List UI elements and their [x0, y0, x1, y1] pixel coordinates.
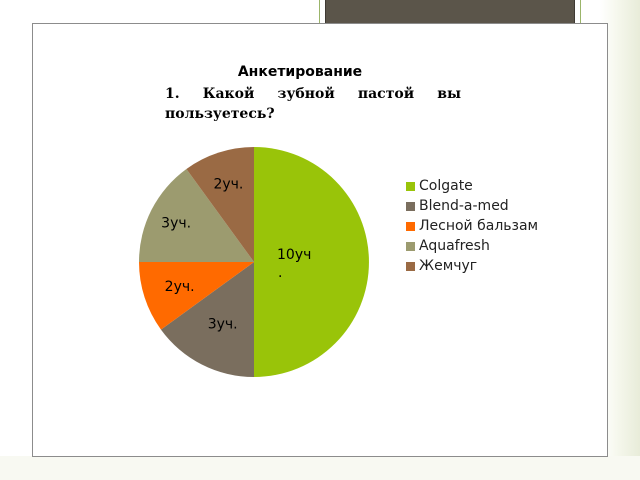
data-label-aquafresh: 3уч.: [161, 215, 191, 231]
legend-swatch-aquafresh: [406, 242, 415, 251]
data-label-zhemchug: 2уч.: [213, 176, 243, 192]
chart-title: Анкетирование: [237, 64, 363, 80]
legend-swatch-colgate: [406, 182, 415, 191]
legend-swatch-lesnoy-balzam: [406, 222, 415, 231]
legend-label-colgate: Colgate: [419, 178, 473, 194]
legend-label-lesnoy-balzam: Лесной бальзам: [419, 218, 539, 234]
pie-slice-colgate: [254, 147, 369, 377]
legend-swatch-zhemchug: [406, 262, 415, 271]
pie-slice-aquafresh: [139, 168, 254, 262]
pie-slice-lesnoy-balzam: [139, 262, 254, 330]
legend-item-colgate: Colgate: [406, 177, 546, 195]
data-label-blend-a-med: 3уч.: [208, 316, 238, 332]
pie-slice-zhemchug: [186, 147, 254, 262]
legend-item-aquafresh: Aquafresh: [406, 237, 546, 255]
legend-label-zhemchug: Жемчуг: [419, 258, 478, 274]
legend-item-blend-a-med: Blend-a-med: [406, 197, 546, 215]
legend-label-aquafresh: Aquafresh: [419, 238, 490, 254]
legend-item-lesnoy-balzam: Лесной бальзам: [406, 217, 546, 235]
pie-slice-blend-a-med: [160, 262, 254, 377]
legend-swatch-blend-a-med: [406, 202, 415, 211]
background-bottom: [0, 456, 640, 480]
legend-item-zhemchug: Жемчуг: [406, 257, 546, 275]
chart-legend: Colgate Blend-a-med Лесной бальзам Aquaf…: [406, 177, 546, 277]
chart-question: 1. Какой зубной пастой вы пользуетесь?: [165, 86, 461, 122]
legend-label-blend-a-med: Blend-a-med: [419, 198, 509, 214]
data-label-lesnoy-balzam: 2уч.: [165, 279, 195, 295]
data-label-colgate: 10уч.: [277, 247, 311, 281]
